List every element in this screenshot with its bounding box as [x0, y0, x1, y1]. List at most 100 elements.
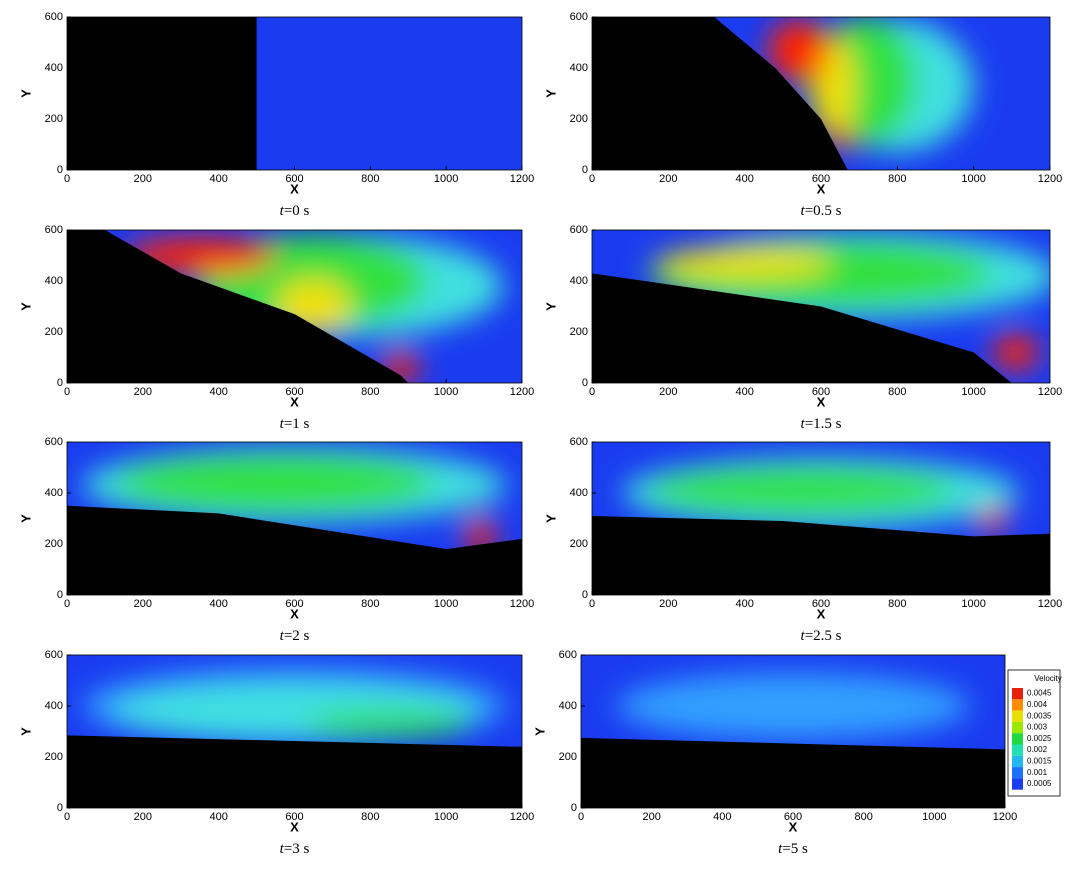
particles [67, 505, 522, 595]
flow-blob [116, 454, 435, 511]
particles [67, 17, 257, 170]
y-tick-label: 600 [570, 224, 588, 236]
particles [67, 230, 409, 383]
colorbar-swatch [1012, 688, 1023, 700]
y-axis-label: Y [18, 514, 33, 523]
colorbar-label: 0.002 [1027, 745, 1048, 754]
caption-value: =3 s [284, 841, 310, 857]
y-tick-label: 200 [570, 538, 588, 550]
x-tick-label: 600 [285, 173, 303, 185]
x-tick-label: 600 [812, 386, 830, 398]
y-tick-label: 200 [45, 538, 63, 550]
y-axis-label: Y [543, 302, 558, 311]
colorbar-swatch [1012, 733, 1023, 745]
flow-blob [979, 508, 1007, 534]
caption-value: =1 s [284, 416, 310, 432]
particles [592, 17, 848, 170]
x-tick-label: 1200 [1038, 598, 1062, 610]
colorbar-swatch [1012, 755, 1023, 768]
x-tick-label: 1200 [510, 811, 534, 823]
y-tick-label: 400 [45, 487, 63, 499]
y-tick-label: 0 [57, 377, 63, 389]
y-tick-label: 0 [582, 589, 588, 601]
x-tick-label: 600 [812, 598, 830, 610]
caption-variable: t [280, 628, 285, 644]
caption: t=2 s [280, 628, 310, 644]
x-tick-label: 800 [888, 173, 906, 185]
y-tick-label: 200 [45, 751, 63, 763]
y-tick-label: 600 [45, 11, 63, 23]
x-tick-label: 800 [361, 386, 379, 398]
caption-variable: t [280, 203, 285, 219]
x-tick-label: 600 [812, 173, 830, 185]
x-tick-label: 1000 [434, 598, 458, 610]
caption-value: =1.5 s [805, 416, 842, 432]
y-tick-label: 400 [570, 275, 588, 287]
plot-area [592, 230, 1050, 383]
x-tick-label: 200 [134, 598, 152, 610]
x-tick-label: 200 [134, 173, 152, 185]
x-tick-label: 1200 [993, 811, 1017, 823]
plot-area [581, 655, 1005, 808]
caption: t=1.5 s [801, 416, 842, 432]
caption-variable: t [778, 841, 783, 857]
x-tick-label: 400 [209, 173, 227, 185]
x-tick-label: 600 [784, 811, 802, 823]
x-tick-label: 200 [642, 811, 660, 823]
x-tick-label: 400 [209, 598, 227, 610]
caption-variable: t [801, 628, 806, 644]
caption-variable: t [280, 841, 285, 857]
x-tick-label: 400 [209, 811, 227, 823]
x-tick-label: 1000 [922, 811, 946, 823]
plot-area [592, 442, 1050, 595]
x-tick-label: 800 [888, 386, 906, 398]
colorbar-swatch [1012, 699, 1023, 711]
x-axis-label: X [817, 181, 826, 196]
caption-variable: t [280, 416, 285, 432]
caption-variable: t [801, 203, 806, 219]
x-tick-label: 0 [64, 598, 70, 610]
x-tick-label: 0 [589, 173, 595, 185]
colorbar-swatch [1012, 744, 1023, 756]
flow-field [767, 17, 974, 153]
y-tick-label: 600 [45, 224, 63, 236]
y-tick-label: 0 [582, 164, 588, 176]
x-axis-label: X [290, 606, 299, 621]
y-tick-label: 200 [570, 326, 588, 338]
x-tick-label: 600 [285, 811, 303, 823]
y-tick-label: 0 [57, 164, 63, 176]
caption: t=3 s [280, 841, 310, 857]
y-tick-label: 0 [571, 802, 577, 814]
colorbar-label: 0.0045 [1027, 689, 1052, 698]
y-tick-label: 0 [57, 802, 63, 814]
flow-blob [992, 334, 1039, 371]
y-tick-label: 400 [45, 700, 63, 712]
particles [592, 273, 1012, 383]
colorbar-label: 0.0015 [1027, 757, 1052, 766]
flow-blob [649, 467, 955, 514]
x-tick-label: 200 [659, 598, 677, 610]
y-tick-label: 400 [45, 62, 63, 74]
x-tick-label: 1200 [510, 598, 534, 610]
x-axis-label: X [290, 394, 299, 409]
flow-field [82, 667, 507, 745]
y-axis-label: Y [543, 514, 558, 523]
plot-area [67, 442, 522, 595]
x-tick-label: 0 [64, 173, 70, 185]
y-tick-label: 200 [45, 113, 63, 125]
plot-area [592, 17, 1050, 170]
x-tick-label: 0 [589, 386, 595, 398]
x-tick-label: 800 [888, 598, 906, 610]
y-axis-label: Y [532, 727, 547, 736]
flow-blob [767, 19, 829, 81]
y-tick-label: 600 [570, 11, 588, 23]
y-tick-label: 400 [570, 62, 588, 74]
x-axis-label: X [817, 606, 826, 621]
caption: t=1 s [280, 416, 310, 432]
y-tick-label: 400 [45, 275, 63, 287]
y-axis-label: Y [18, 302, 33, 311]
